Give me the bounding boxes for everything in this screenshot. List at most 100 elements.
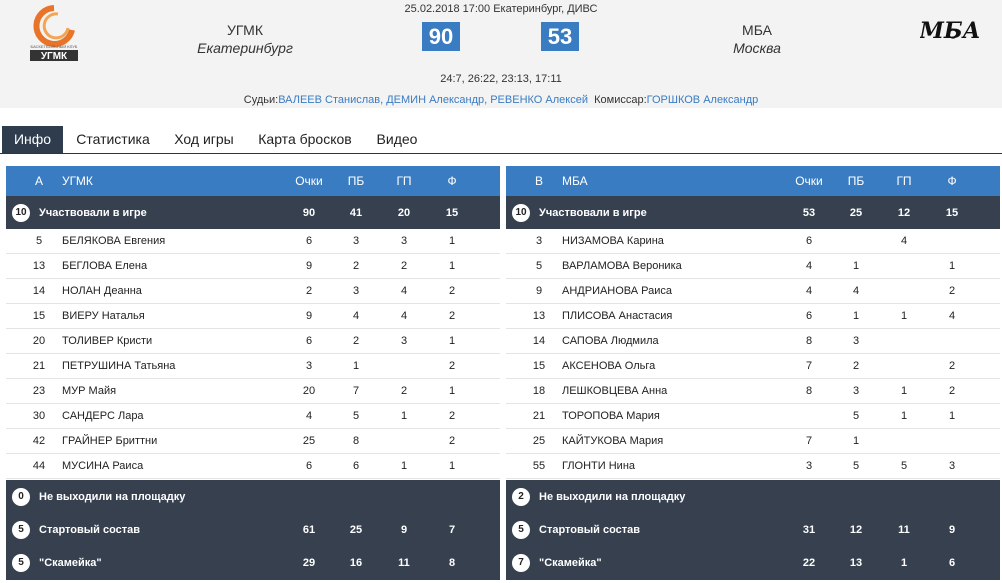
column-header[interactable]: ГП (396, 174, 412, 188)
player-stat (889, 254, 919, 278)
player-name[interactable]: ЛЕШКОВЦЕВА Анна (562, 385, 668, 397)
player-number: 13 (532, 310, 546, 322)
player-number: 14 (532, 335, 546, 347)
player-stat: 1 (448, 460, 456, 472)
player-row[interactable]: 14 НОЛАН Деанна 2 3 4 2 (6, 279, 500, 304)
player-number: 14 (32, 285, 46, 297)
tab-play-by-play[interactable]: Ход игры (174, 131, 234, 147)
player-stat: 2 (948, 285, 956, 297)
player-name[interactable]: КАЙТУКОВА Мария (562, 435, 664, 447)
mba-logo[interactable]: МБА (920, 14, 980, 46)
player-name[interactable]: НИЗАМОВА Карина (562, 235, 664, 247)
commissioner-link[interactable]: ГОРШКОВ Александр (646, 94, 759, 106)
player-name[interactable]: АКСЕНОВА Ольга (562, 360, 656, 372)
player-stat (889, 279, 919, 303)
commissioner-label: Комиссар: (594, 94, 647, 106)
player-stat (937, 229, 967, 253)
player-number: 25 (532, 435, 546, 447)
tab-statistics[interactable]: Статистика (76, 131, 150, 147)
starters-row: 5 Стартовый состав 61 25 9 7 (6, 513, 500, 546)
player-stat: 7 (805, 435, 813, 447)
player-row[interactable]: 5 ВАРЛАМОВА Вероника 4 1 1 (506, 254, 1000, 279)
bench-row-value: 29 (302, 557, 316, 569)
player-name[interactable]: ВИЕРУ Наталья (62, 310, 145, 322)
team-letter: В (534, 174, 543, 188)
player-name[interactable]: ГРАЙНЕР Бриттни (62, 435, 158, 447)
player-stat: 1 (448, 235, 456, 247)
column-header[interactable]: Очки (295, 174, 323, 188)
player-stat: 25 (302, 435, 316, 447)
starters-row-count: 5 (512, 520, 530, 539)
player-row[interactable]: 3 НИЗАМОВА Карина 6 4 (506, 229, 1000, 254)
player-name[interactable]: ВАРЛАМОВА Вероника (562, 260, 682, 272)
player-row[interactable]: 15 ВИЕРУ Наталья 9 4 4 2 (6, 304, 500, 329)
player-name[interactable]: НОЛАН Деанна (62, 285, 142, 297)
player-row[interactable]: 13 ПЛИСОВА Анастасия 6 1 1 4 (506, 304, 1000, 329)
player-stat: 3 (352, 285, 360, 297)
player-row[interactable]: 55 ГЛОНТИ Нина 3 5 5 3 (506, 454, 1000, 479)
column-header[interactable]: Очки (795, 174, 823, 188)
player-row[interactable]: 30 САНДЕРС Лара 4 5 1 2 (6, 404, 500, 429)
player-stat: 6 (352, 460, 360, 472)
player-row[interactable]: 18 ЛЕШКОВЦЕВА Анна 8 3 1 2 (506, 379, 1000, 404)
player-row[interactable]: 5 БЕЛЯКОВА Евгения 6 3 3 1 (6, 229, 500, 254)
player-name[interactable]: БЕГЛОВА Елена (62, 260, 148, 272)
player-stat: 6 (805, 235, 813, 247)
did-not-play-row-label: Не выходили на площадку (539, 490, 686, 503)
tab-video[interactable]: Видео (376, 131, 418, 147)
player-number: 21 (532, 410, 546, 422)
player-stat: 3 (305, 360, 313, 372)
player-row[interactable]: 23 МУР Майя 20 7 2 1 (6, 379, 500, 404)
referees-links[interactable]: ВАЛЕЕВ Станислав, ДЕМИН Александр, РЕВЕН… (278, 94, 588, 106)
player-name[interactable]: БЕЛЯКОВА Евгения (62, 235, 166, 247)
player-stat: 6 (305, 460, 313, 472)
column-header[interactable]: Ф (947, 174, 957, 188)
player-name[interactable]: ГЛОНТИ Нина (562, 460, 636, 472)
player-row[interactable]: 9 АНДРИАНОВА Раиса 4 4 2 (506, 279, 1000, 304)
home-team-name[interactable]: УГМК (227, 22, 263, 38)
player-name[interactable]: САПОВА Людмила (562, 335, 659, 347)
did-not-play-row-count: 2 (512, 487, 530, 506)
starters-row-value: 9 (948, 523, 956, 536)
player-name[interactable]: ПЕТРУШИНА Татьяна (62, 360, 176, 372)
player-stat: 2 (448, 360, 456, 372)
player-row[interactable]: 15 АКСЕНОВА Ольга 7 2 2 (506, 354, 1000, 379)
player-row[interactable]: 44 МУСИНА Раиса 6 6 1 1 (6, 454, 500, 479)
player-row[interactable]: 14 САПОВА Людмила 8 3 (506, 329, 1000, 354)
referees-label: Судьи: (243, 94, 279, 106)
player-row[interactable]: 21 ТОРОПОВА Мария 5 1 1 (506, 404, 1000, 429)
played-summary-row-count: 10 (12, 203, 30, 222)
bench-row-value: 16 (349, 557, 363, 569)
player-stat: 2 (948, 360, 956, 372)
played-summary-row-label: Участвовали в игре (539, 206, 647, 219)
column-header[interactable]: ПБ (347, 174, 365, 188)
player-stat (389, 354, 419, 378)
player-row[interactable]: 21 ПЕТРУШИНА Татьяна 3 1 2 (6, 354, 500, 379)
player-row[interactable]: 42 ГРАЙНЕР Бриттни 25 8 2 (6, 429, 500, 454)
tab-shot-chart[interactable]: Карта бросков (258, 131, 352, 147)
player-name[interactable]: ТОРОПОВА Мария (562, 410, 660, 422)
player-stat: 1 (852, 435, 860, 447)
tab-info[interactable]: Инфо (2, 126, 63, 153)
player-stat: 3 (805, 460, 813, 472)
player-name[interactable]: АНДРИАНОВА Раиса (562, 285, 673, 297)
player-stat: 4 (900, 235, 908, 247)
column-header[interactable]: ПБ (847, 174, 865, 188)
player-name[interactable]: МУР Майя (62, 385, 117, 397)
ugmk-logo[interactable]: БАСКЕТБОЛЬНЫЙ КЛУБ УГМК (28, 4, 80, 62)
player-name[interactable]: САНДЕРС Лара (62, 410, 144, 422)
played-summary-row-value: 53 (802, 206, 816, 219)
bench-row-value: 1 (900, 557, 908, 569)
away-team-name[interactable]: МБА (742, 22, 772, 38)
column-header[interactable]: Ф (447, 174, 457, 188)
player-name[interactable]: МУСИНА Раиса (62, 460, 144, 472)
player-stat: 4 (400, 285, 408, 297)
player-row[interactable]: 13 БЕГЛОВА Елена 9 2 2 1 (6, 254, 500, 279)
bench-row-value: 22 (802, 557, 816, 569)
player-row[interactable]: 25 КАЙТУКОВА Мария 7 1 (506, 429, 1000, 454)
column-header[interactable]: ГП (896, 174, 912, 188)
player-stat (794, 404, 824, 428)
player-row[interactable]: 20 ТОЛИВЕР Кристи 6 2 3 1 (6, 329, 500, 354)
player-name[interactable]: ПЛИСОВА Анастасия (562, 310, 673, 322)
player-name[interactable]: ТОЛИВЕР Кристи (62, 335, 153, 347)
